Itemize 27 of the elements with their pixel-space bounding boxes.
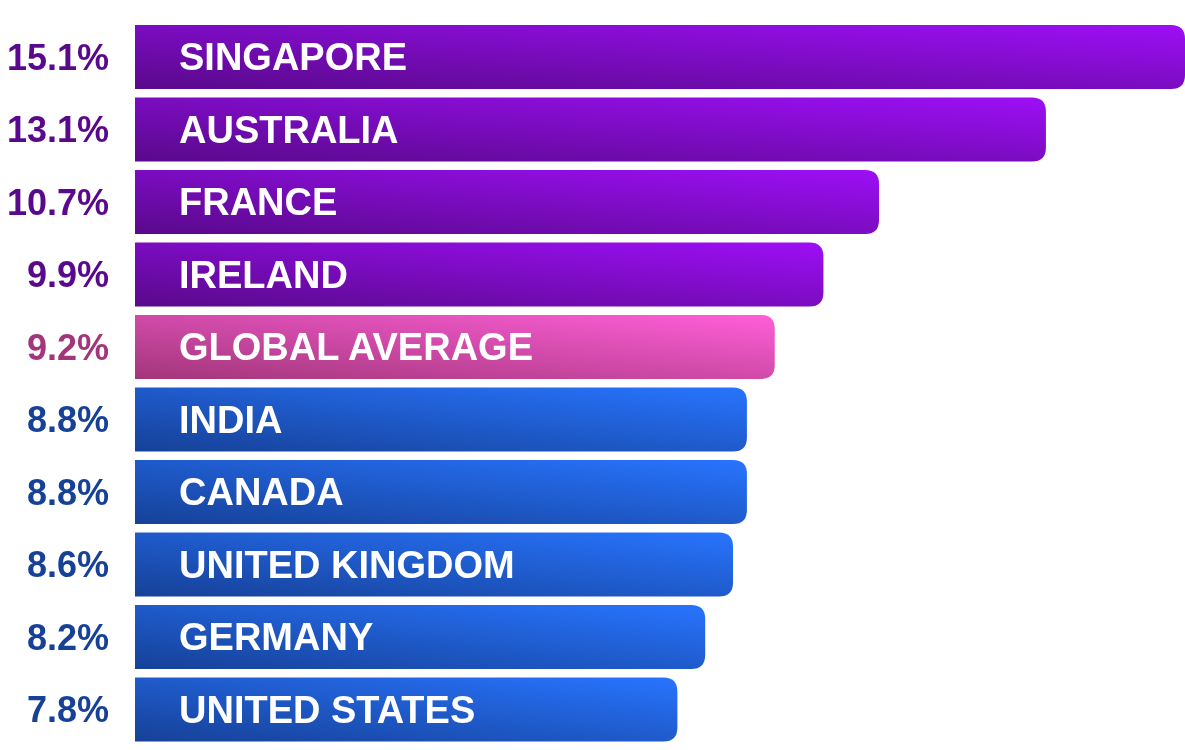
bar: [135, 242, 824, 307]
y-tick-label: GERMANY: [179, 616, 374, 659]
data-label: 9.2%: [26, 326, 109, 368]
data-label: 7.8%: [26, 689, 109, 731]
y-tick-label: FRANCE: [179, 181, 338, 224]
data-label: 9.9%: [26, 254, 109, 296]
bar: [135, 97, 1046, 162]
y-tick-label: SINGAPORE: [179, 36, 408, 79]
y-tick-label: INDIA: [179, 398, 283, 441]
data-label: 15.1%: [6, 36, 109, 78]
y-tick-label: UNITED KINGDOM: [179, 543, 515, 586]
data-label: 10.7%: [6, 181, 109, 223]
data-label: 8.8%: [26, 399, 109, 441]
data-label: 8.2%: [26, 616, 109, 658]
bar: [135, 25, 1185, 89]
y-tick-label: IRELAND: [179, 253, 348, 296]
data-label: 8.6%: [26, 544, 109, 586]
data-label: 13.1%: [6, 109, 109, 151]
bar: [135, 460, 747, 524]
y-tick-label: UNITED STATES: [179, 688, 476, 731]
y-tick-label: GLOBAL AVERAGE: [179, 326, 533, 369]
bar: [135, 387, 747, 452]
y-tick-label: CANADA: [179, 471, 344, 514]
bar: [135, 170, 880, 234]
bar: [135, 605, 706, 669]
data-label: 8.8%: [26, 471, 109, 513]
y-tick-label: AUSTRALIA: [179, 108, 399, 151]
